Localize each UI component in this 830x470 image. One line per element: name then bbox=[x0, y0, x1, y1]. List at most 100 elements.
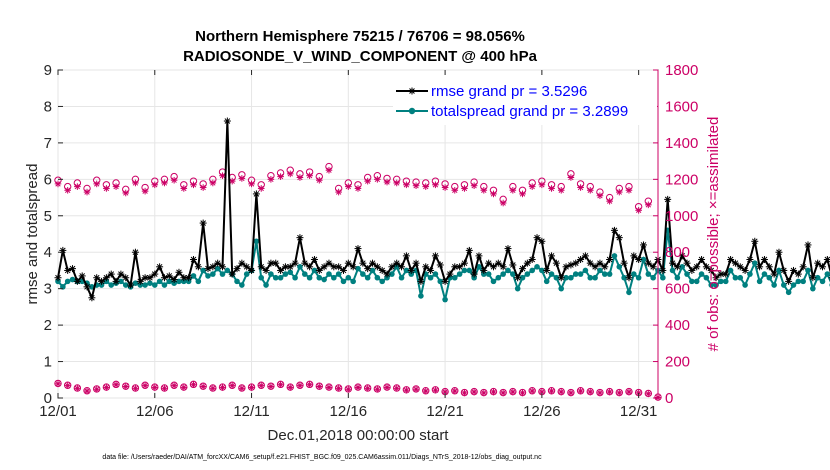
rmse-point bbox=[814, 259, 822, 267]
rmse-point bbox=[233, 265, 241, 273]
totalspread-point bbox=[747, 271, 753, 277]
obs-assimilated-marker bbox=[480, 186, 488, 194]
rmse-point bbox=[422, 263, 430, 271]
rmse-point bbox=[277, 266, 285, 274]
totalspread-point bbox=[684, 271, 690, 277]
obs-assimilated-marker bbox=[422, 183, 430, 190]
obs-assimilated-marker bbox=[557, 186, 565, 194]
rmse-point bbox=[151, 270, 159, 278]
totalspread-point bbox=[171, 280, 177, 287]
rmse-point bbox=[775, 248, 783, 256]
rmse-point bbox=[543, 266, 551, 274]
grid-lines bbox=[57, 69, 658, 399]
obs-assimilated-marker bbox=[161, 385, 168, 392]
obs-assimilated-marker bbox=[161, 179, 168, 187]
rmse-point bbox=[630, 252, 638, 260]
obs-assimilated-marker bbox=[190, 181, 197, 189]
rmse-point bbox=[301, 259, 309, 267]
rmse-point bbox=[378, 266, 386, 274]
totalspread-point bbox=[790, 282, 797, 288]
totalspread-point bbox=[698, 271, 705, 277]
obs-assimilated-marker bbox=[315, 176, 323, 184]
rmse-point bbox=[601, 263, 609, 271]
rmse-point bbox=[286, 263, 294, 271]
obs-assimilated-marker bbox=[83, 188, 91, 196]
totalspread-point bbox=[776, 267, 782, 274]
totalspread-point bbox=[495, 274, 502, 281]
obs-assimilated-marker bbox=[122, 189, 130, 197]
obs-assimilated-marker bbox=[248, 180, 255, 188]
obs-assimilated-marker bbox=[151, 181, 159, 189]
obs-assimilated-marker bbox=[219, 172, 226, 179]
totalspread-point bbox=[437, 278, 444, 285]
rmse-point bbox=[214, 259, 222, 267]
obs-assimilated-marker bbox=[567, 389, 575, 397]
totalspread-point bbox=[751, 260, 758, 266]
rmse-point bbox=[320, 263, 328, 271]
rmse-point bbox=[514, 274, 522, 282]
totalspread-point bbox=[384, 274, 390, 281]
obs-assimilated-marker bbox=[83, 387, 91, 395]
rmse-point bbox=[785, 277, 793, 285]
obs-assimilated-marker bbox=[383, 178, 391, 186]
rmse-point bbox=[572, 259, 580, 267]
totalspread-point bbox=[205, 273, 211, 279]
totalspread-point bbox=[660, 274, 666, 281]
totalspread-point bbox=[350, 278, 356, 285]
rmse-point bbox=[717, 270, 725, 278]
totalspread-point bbox=[379, 278, 385, 285]
totalspread-point bbox=[558, 285, 565, 292]
obs-assimilated-marker bbox=[557, 388, 565, 396]
totalspread-point bbox=[519, 274, 526, 281]
rmse-point bbox=[136, 277, 144, 285]
obs-assimilated-marker bbox=[499, 389, 507, 397]
obs-assimilated-marker bbox=[364, 177, 371, 185]
obs-assimilated-marker bbox=[509, 388, 517, 396]
rmse-point bbox=[73, 277, 81, 285]
obs-assimilated-marker bbox=[606, 388, 613, 396]
obs-assimilated-marker bbox=[199, 184, 207, 191]
totalspread-point bbox=[490, 278, 497, 285]
totalspread-point bbox=[548, 271, 555, 277]
totalspread-point bbox=[403, 267, 410, 274]
obs-assimilated-marker bbox=[151, 384, 159, 391]
rmse-point bbox=[727, 256, 735, 264]
obs-assimilated-marker bbox=[64, 186, 71, 194]
totalspread-point bbox=[810, 285, 816, 292]
totalspread-point bbox=[689, 278, 695, 285]
obs-assimilated-marker bbox=[248, 384, 255, 391]
obs-assimilated-marker bbox=[267, 383, 275, 390]
rmse-point bbox=[789, 266, 797, 274]
rmse-point bbox=[523, 259, 531, 267]
obs-assimilated-marker bbox=[451, 387, 459, 395]
obs-assimilated-marker bbox=[606, 197, 613, 205]
obs-assimilated-marker bbox=[412, 385, 420, 393]
y-left-tick-label: 5 bbox=[44, 208, 52, 225]
rmse-point bbox=[760, 256, 768, 264]
obs-assimilated-marker bbox=[306, 381, 313, 388]
totalspread-point bbox=[669, 267, 676, 274]
obs-assimilated-marker bbox=[548, 185, 555, 192]
rmse-point bbox=[460, 259, 468, 267]
totalspread-point bbox=[737, 274, 744, 281]
rmse-point bbox=[756, 263, 764, 271]
totalspread-point bbox=[814, 274, 821, 281]
rmse-point bbox=[480, 266, 488, 274]
obs-assimilated-marker bbox=[132, 385, 139, 392]
obs-assimilated-marker bbox=[528, 183, 536, 190]
totalspread-point bbox=[268, 271, 274, 277]
y-left-tick-label: 1 bbox=[44, 354, 52, 371]
rmse-point bbox=[552, 259, 560, 267]
obs-assimilated-marker bbox=[54, 380, 62, 388]
obs-assimilated-marker bbox=[625, 186, 633, 194]
rmse-point bbox=[146, 274, 154, 282]
y-left-tick-label: 7 bbox=[44, 135, 52, 152]
y-left-tick-label: 9 bbox=[44, 62, 52, 79]
rmse-point bbox=[606, 256, 614, 264]
y-right-tick-label: 600 bbox=[665, 281, 690, 298]
totalspread-point bbox=[805, 267, 811, 274]
rmse-point bbox=[736, 263, 744, 271]
totalspread-point bbox=[272, 274, 279, 281]
obs-assimilated-marker bbox=[538, 181, 546, 189]
totalspread-point bbox=[398, 274, 405, 281]
